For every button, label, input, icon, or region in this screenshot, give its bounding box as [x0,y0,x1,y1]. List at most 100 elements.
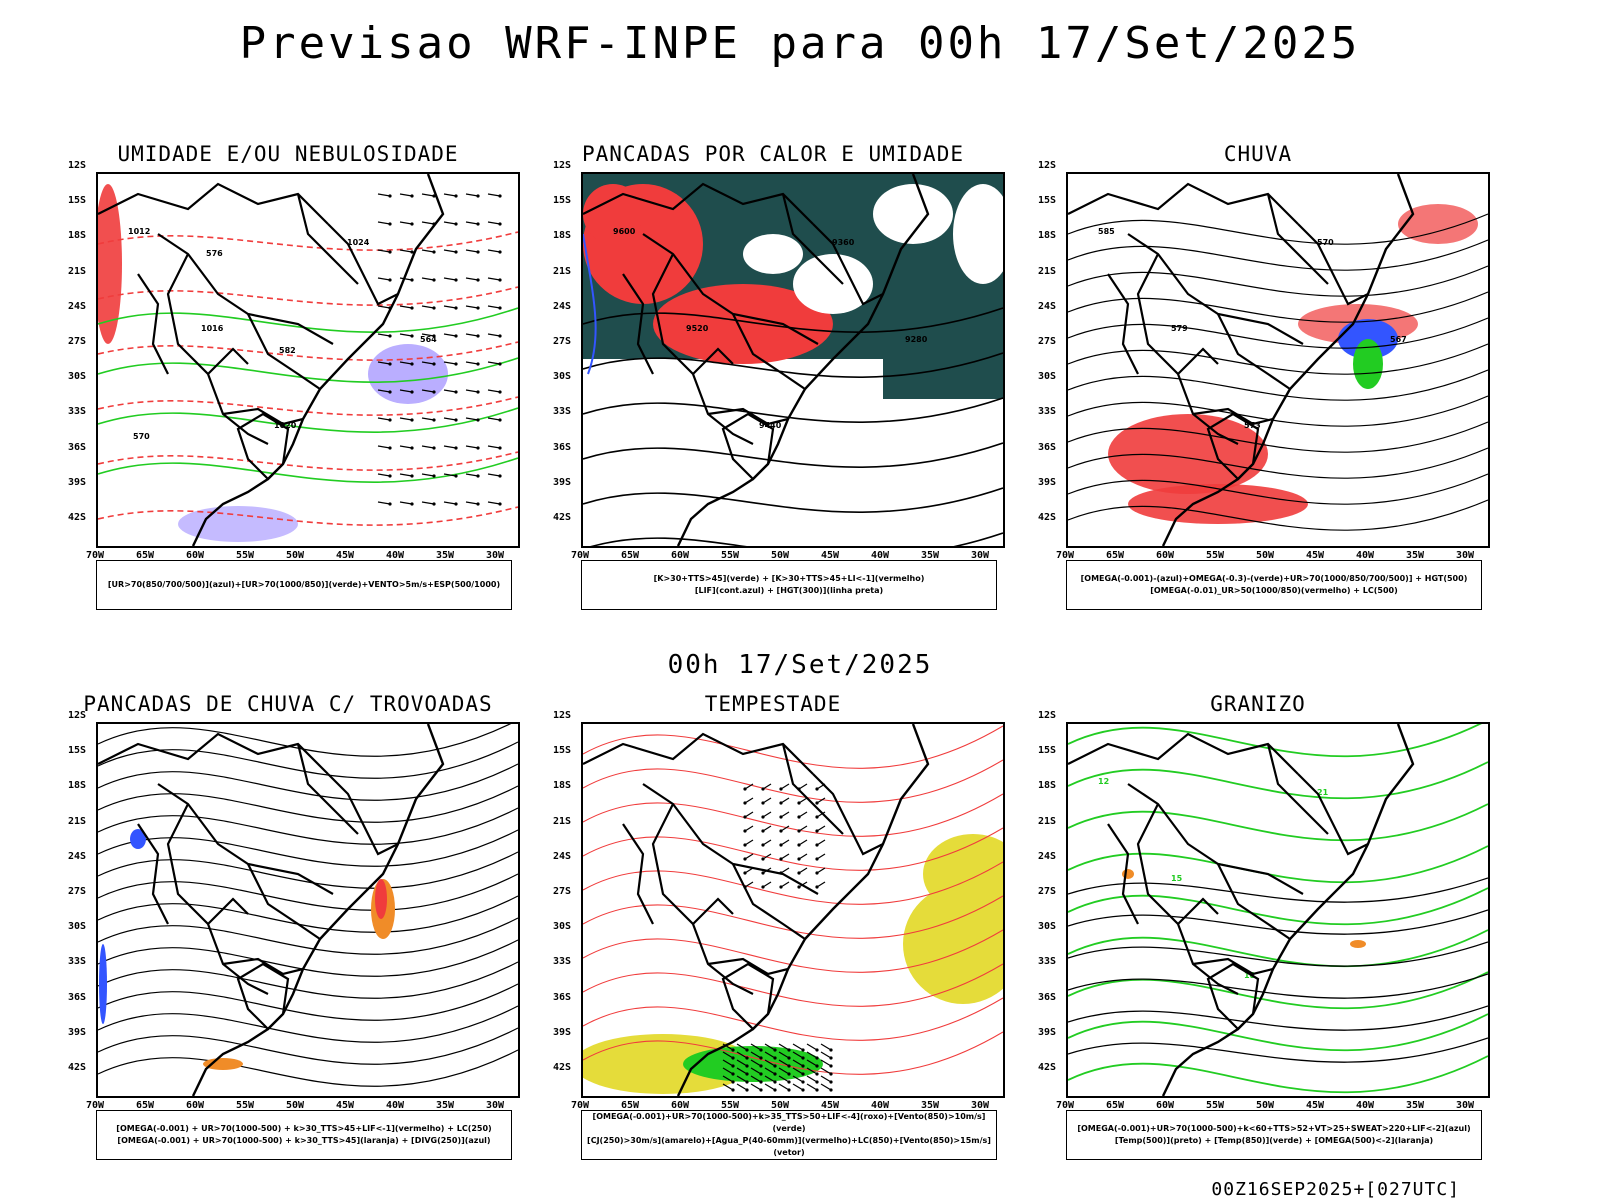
omega-shade-orange [1122,869,1134,879]
temp850-contour [1068,724,1482,758]
wind-vector [487,193,502,198]
border-line [327,223,399,306]
wind-vector [443,417,458,422]
rain-shade-red [1398,204,1478,244]
temp500-contour [1068,973,1488,999]
panel-title: CHUVA [1223,142,1293,166]
wind-vector [465,221,480,226]
wind-vector [377,501,392,506]
wind-vector [421,249,436,254]
wind-vector [736,1075,749,1084]
border-line [1217,313,1291,390]
lon-tick-label: 60W [1156,550,1175,561]
border-line [157,233,334,345]
height-contour [590,532,1003,546]
lon-tick-label: 65W [136,1100,155,1111]
lat-tick-label: 42S [68,512,87,523]
wind-vector [761,783,772,791]
streamline [98,1049,518,1087]
lon-tick-label: 55W [721,550,740,561]
height-contour [1068,213,1488,245]
streamline [98,1027,518,1065]
lon-tick-label: 50W [1256,550,1275,561]
wind-vector [421,333,436,338]
panel-legend: [OMEGA(-0.001)+UR>70(1000-500)+k<60+TTS>… [1066,1110,1482,1160]
lat-tick-label: 12S [1038,710,1057,721]
wind-vector [722,1051,735,1060]
lat-tick-label: 27S [553,886,572,897]
wind-vector [443,305,458,310]
wind-vector [421,473,436,478]
temp850-contour [1068,1055,1488,1094]
contour-label: 9520 [686,324,709,333]
border-line [1136,803,1239,995]
clear-area [873,184,953,244]
lon-tick-label: 30W [1456,1100,1475,1111]
lat-tick-label: 24S [553,300,572,312]
border-line [137,273,169,375]
lat-tick-label: 36S [553,441,572,453]
wind-vector [465,305,480,310]
lon-tick-label: 70W [571,1100,590,1111]
lat-tick-label: 24S [68,300,87,312]
wind-vector [399,389,414,394]
lon-tick-label: 60W [186,550,205,561]
border-line [1297,223,1369,306]
wind-vector [421,389,436,394]
wind-vector [736,1051,749,1060]
lat-tick-label: 12S [553,710,572,721]
border-line [732,313,806,390]
country-outline [721,412,775,481]
wind-vector [465,193,480,198]
jet-shade-yellow [583,1034,753,1094]
lat-tick-label: 39S [68,476,87,488]
lon-tick-label: 50W [771,550,790,561]
wind-vector [399,473,414,478]
streamline-850 [583,759,1003,803]
lon-tick-label: 30W [486,1100,505,1111]
height-contour [583,442,1003,468]
wind-vector [487,501,502,506]
border-line [642,233,819,345]
lon-tick-label: 40W [386,550,405,561]
wind-vector [443,193,458,198]
lat-tick-label: 33S [68,406,87,418]
border-line [1192,957,1274,976]
lat-tick-label: 39S [553,1026,572,1038]
lon-tick-label: 70W [86,550,105,561]
wind-vector [764,1059,777,1068]
border-line [1266,743,1329,835]
border-line [781,193,844,285]
lif-contour [583,233,597,375]
legend-line: [LIF](cont.azul) + [HGT(300)](linha pret… [694,586,884,595]
temp850-contour [1068,761,1488,800]
wind-vector [806,1083,819,1092]
lon-tick-label: 40W [1356,550,1375,561]
rain-shade-red [1108,414,1268,494]
wind-vector [815,825,826,833]
wind-vector [820,1043,833,1052]
country-outline [236,412,290,481]
wind-vector [421,417,436,422]
lat-tick-label: 21S [1038,815,1057,827]
lat-tick-label: 27S [553,336,572,347]
lon-tick-label: 60W [671,1100,690,1111]
legend-line: [OMEGA(-0.001)+UR>70(1000-500)+k<60+TTS>… [1077,1124,1471,1133]
lat-tick-label: 18S [1038,230,1057,242]
wind-vector [815,811,826,819]
main-title: Previsao WRF-INPE para 00h 17/Set/2025 [239,18,1361,69]
country-outline [721,962,775,1031]
lon-tick-label: 70W [571,550,590,561]
lat-tick-label: 42S [553,512,572,523]
border-line [247,313,321,390]
height-contour [1068,239,1488,271]
wind-vector [465,445,480,450]
clear-area [743,234,803,274]
wind-vector [750,1059,763,1068]
humidity-shade-blue [178,506,298,542]
lon-tick-label: 35W [921,550,940,561]
lat-tick-label: 24S [553,850,572,862]
wind-vector [792,1075,805,1084]
thickness-contour [98,451,518,471]
lat-tick-label: 27S [1038,336,1057,347]
